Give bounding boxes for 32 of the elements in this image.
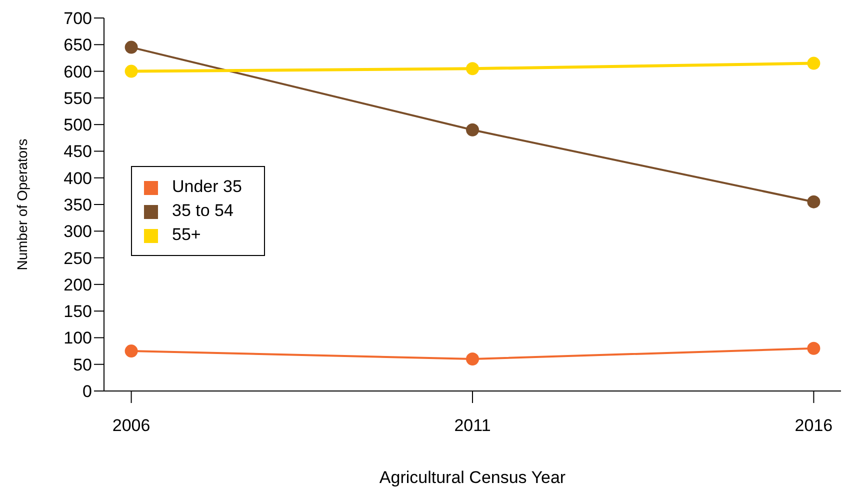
point xyxy=(124,40,138,54)
y-tick-label: 500 xyxy=(64,116,92,135)
point xyxy=(807,56,820,70)
x-axis-title: Agricultural Census Year xyxy=(379,468,566,487)
point xyxy=(466,352,479,366)
y-tick-label: 250 xyxy=(64,248,92,268)
point xyxy=(124,344,138,358)
y-tick-label: 700 xyxy=(64,9,92,28)
x-tick-label: 2011 xyxy=(454,416,491,436)
legend-label: 35 to 54 xyxy=(172,201,234,220)
x-tick-label: 2016 xyxy=(794,416,833,436)
y-tick-label: 350 xyxy=(64,196,92,215)
y-tick-label: 0 xyxy=(82,382,92,402)
y-tick-label: 100 xyxy=(64,328,92,348)
y-tick-label: 50 xyxy=(73,355,92,374)
y-tick-label: 400 xyxy=(64,168,92,188)
point xyxy=(124,64,138,78)
point xyxy=(807,342,820,355)
y-tick-label: 650 xyxy=(64,36,92,55)
point xyxy=(807,195,820,208)
y-tick-label: 150 xyxy=(64,302,92,322)
y-tick-label: 300 xyxy=(64,222,92,242)
y-tick-label: 550 xyxy=(64,88,92,108)
y-tick-label: 200 xyxy=(64,275,92,294)
legend-label: 55+ xyxy=(172,225,201,244)
legend-label: Under 35 xyxy=(172,177,242,196)
point xyxy=(466,123,479,136)
y-tick-label: 450 xyxy=(64,142,92,162)
point xyxy=(466,62,479,76)
y-axis-title: Number of Operators xyxy=(14,138,30,270)
y-tick-label: 600 xyxy=(64,62,92,82)
x-tick-label: 2006 xyxy=(112,416,150,436)
